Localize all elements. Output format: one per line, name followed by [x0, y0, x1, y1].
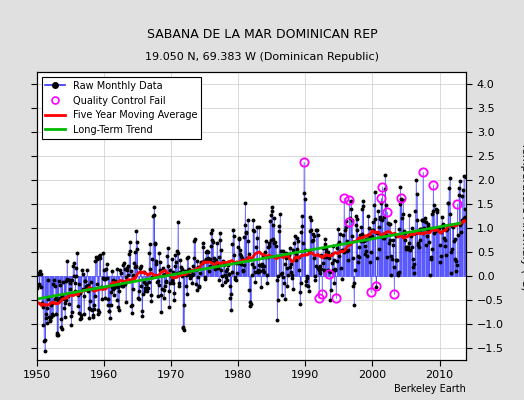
Text: 19.050 N, 69.383 W (Dominican Republic): 19.050 N, 69.383 W (Dominican Republic)	[145, 52, 379, 62]
Y-axis label: Temperature Anomaly (°C): Temperature Anomaly (°C)	[520, 142, 524, 290]
Text: SABANA DE LA MAR DOMINICAN REP: SABANA DE LA MAR DOMINICAN REP	[147, 28, 377, 41]
Legend: Raw Monthly Data, Quality Control Fail, Five Year Moving Average, Long-Term Tren: Raw Monthly Data, Quality Control Fail, …	[41, 77, 201, 139]
Text: Berkeley Earth: Berkeley Earth	[395, 384, 466, 394]
